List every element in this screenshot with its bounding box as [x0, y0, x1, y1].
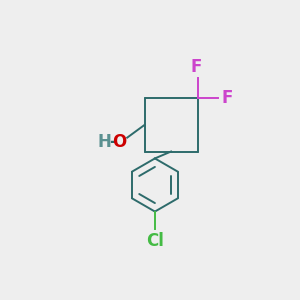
Text: Cl: Cl — [146, 232, 164, 250]
Text: F: F — [190, 58, 202, 76]
Text: F: F — [221, 89, 232, 107]
Text: -: - — [109, 133, 116, 151]
Text: H: H — [97, 133, 111, 151]
Text: O: O — [112, 133, 127, 151]
